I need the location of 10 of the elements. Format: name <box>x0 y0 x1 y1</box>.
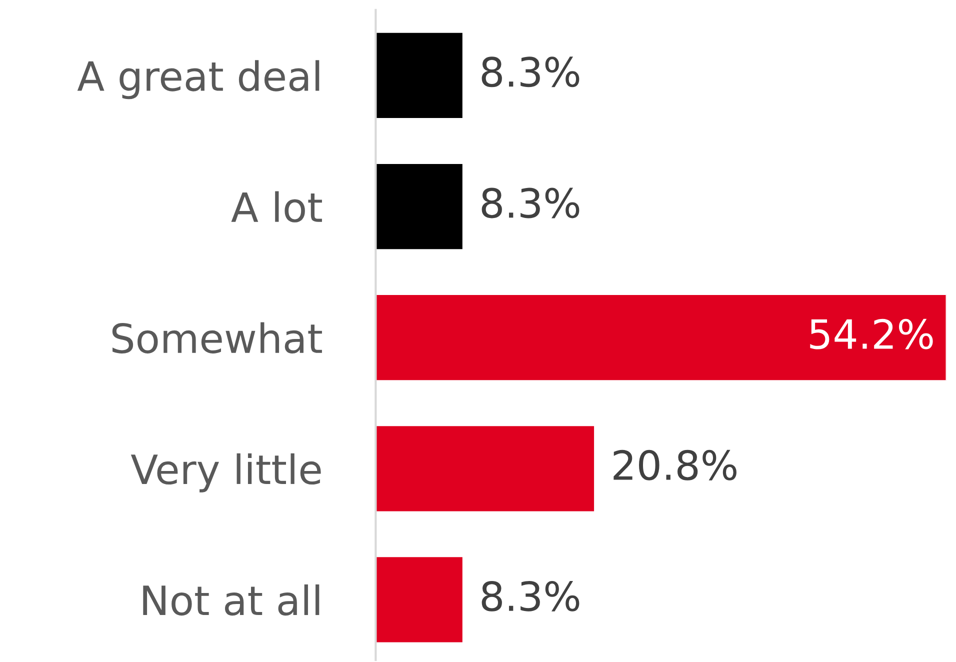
data-label: 20.8% <box>614 450 736 480</box>
data-label: 8.3% <box>482 580 580 612</box>
data-label: 8.3% <box>482 56 580 88</box>
y-tick-label: A great deal <box>77 60 320 100</box>
data-label: 8.3% <box>482 188 580 218</box>
y-tick-label: Somewhat <box>112 322 322 354</box>
y-tick-label: A lot <box>231 191 322 222</box>
y-tick-label: Very little <box>130 453 321 492</box>
y-tick-label: Not at all <box>143 584 320 616</box>
data-label: 54.2% <box>810 318 933 350</box>
